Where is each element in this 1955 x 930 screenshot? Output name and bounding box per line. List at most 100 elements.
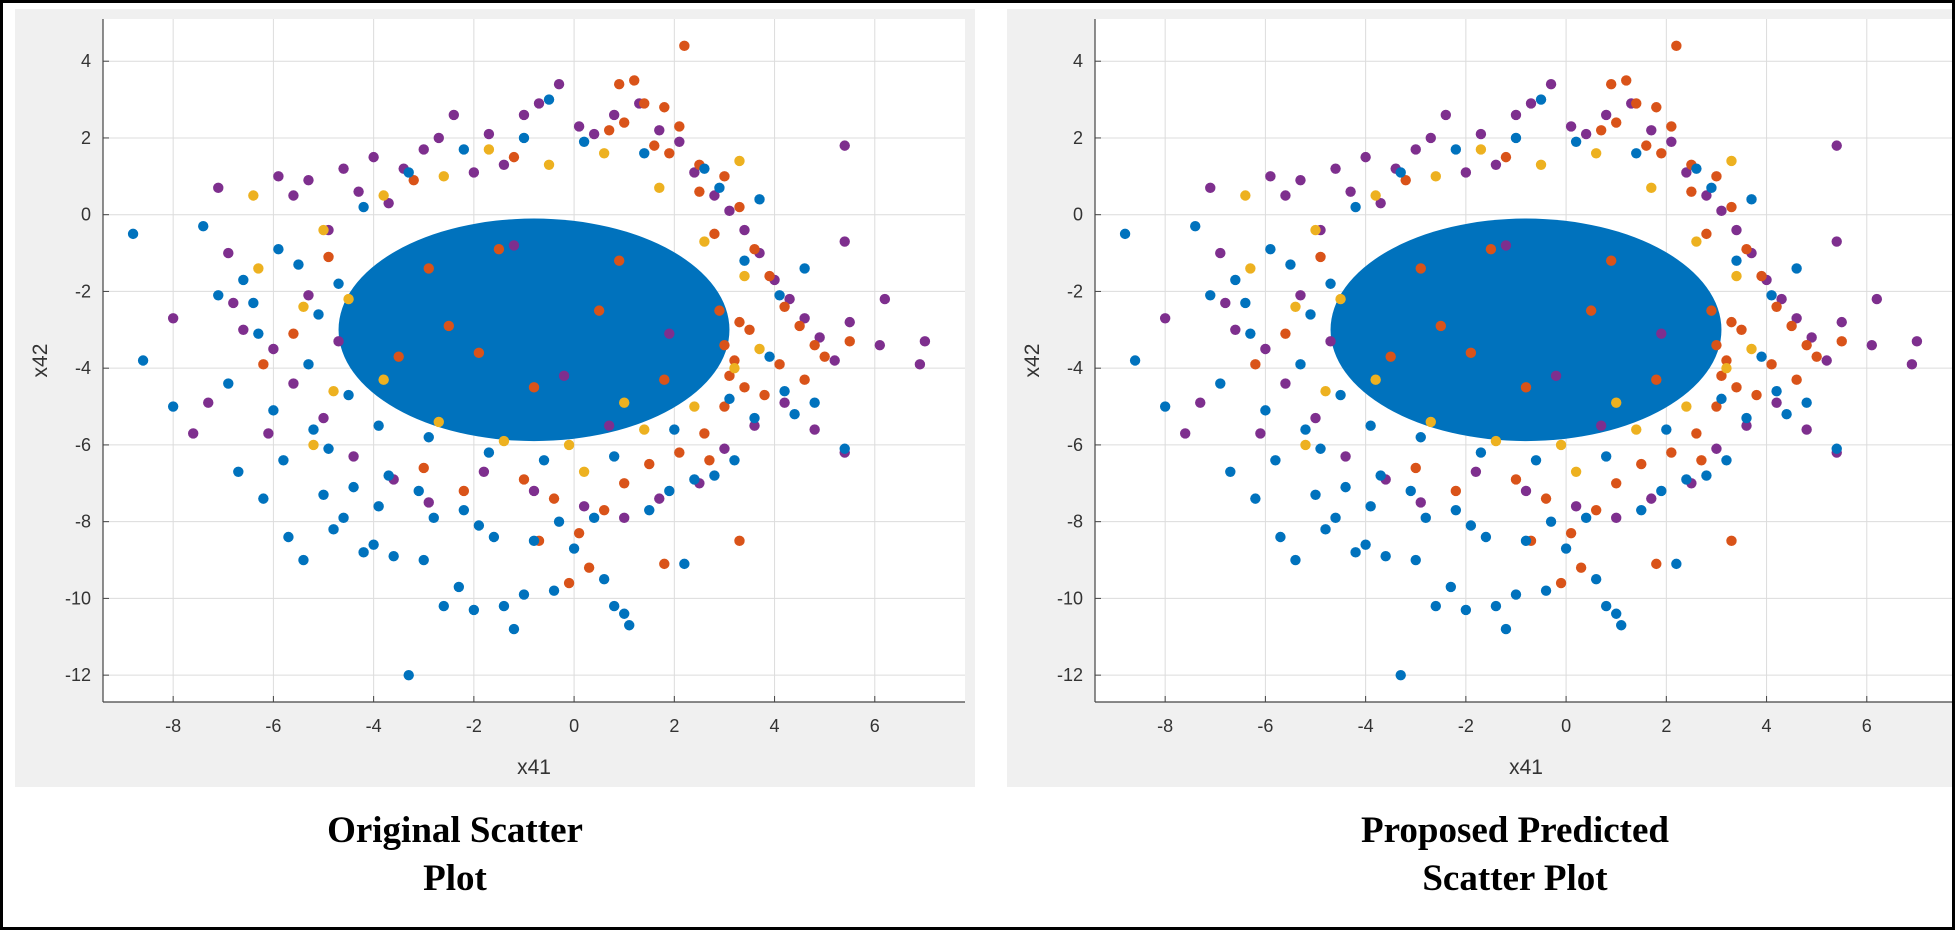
data-point-class-3 (1691, 236, 1702, 247)
data-point-class-2 (1691, 428, 1702, 439)
data-point-class-1 (624, 620, 635, 631)
data-point-class-1 (774, 290, 785, 301)
data-point-class-3 (433, 416, 444, 428)
data-point-class-1 (1315, 443, 1326, 454)
data-point-class-1 (508, 623, 520, 635)
data-point-class-1 (1415, 432, 1426, 443)
data-point-class-4 (1776, 293, 1787, 305)
data-point-class-3 (619, 397, 630, 408)
data-point-class-4 (1220, 297, 1231, 309)
data-point-class-1 (1661, 424, 1672, 435)
data-point-class-2 (613, 79, 625, 90)
data-point-class-4 (1656, 328, 1667, 339)
data-point-class-4 (213, 182, 224, 194)
data-point-class-1 (679, 558, 690, 570)
data-point-class-3 (1290, 301, 1301, 312)
data-point-class-4 (1646, 125, 1657, 136)
data-point-class-1 (1325, 278, 1336, 289)
data-point-class-2 (1651, 558, 1662, 570)
data-point-class-3 (598, 148, 610, 159)
data-point-class-2 (734, 535, 745, 547)
data-point-class-4 (223, 247, 234, 259)
data-point-class-4 (814, 332, 825, 343)
data-point-class-4 (1866, 339, 1878, 351)
data-point-class-1 (639, 148, 650, 159)
data-point-class-1 (223, 378, 234, 389)
data-point-class-4 (167, 313, 179, 324)
data-point-class-3 (1475, 144, 1487, 155)
y-tick-label: -6 (75, 435, 91, 455)
data-point-class-4 (1295, 174, 1306, 186)
data-point-class-1 (1631, 148, 1642, 159)
data-point-class-2 (819, 351, 830, 362)
data-point-class-1 (323, 443, 334, 454)
data-point-class-3 (438, 171, 449, 182)
data-point-class-2 (1450, 485, 1462, 497)
data-point-class-2 (408, 174, 419, 186)
data-point-class-4 (1215, 247, 1226, 259)
data-point-class-2 (699, 428, 710, 439)
data-point-class-2 (694, 186, 705, 197)
data-point-class-1 (438, 600, 449, 612)
data-point-class-4 (1611, 512, 1622, 524)
data-point-class-1 (1465, 520, 1477, 531)
data-point-class-1 (348, 481, 359, 493)
data-point-class-4 (1545, 79, 1557, 90)
data-point-class-1 (1600, 600, 1612, 612)
data-point-class-3 (1425, 416, 1436, 428)
data-point-class-4 (674, 136, 685, 147)
data-point-class-2 (1540, 493, 1552, 504)
data-point-class-4 (1280, 190, 1291, 201)
data-point-class-2 (1711, 171, 1722, 182)
data-point-class-1 (1410, 554, 1421, 566)
data-point-class-2 (1671, 40, 1682, 52)
data-point-class-3 (318, 224, 329, 236)
data-point-class-1 (298, 554, 309, 566)
data-point-class-4 (228, 297, 239, 309)
data-point-class-2 (619, 478, 630, 489)
data-point-class-3 (1611, 397, 1622, 408)
data-point-class-4 (1230, 324, 1241, 336)
data-point-class-2 (508, 151, 520, 163)
data-point-class-4 (1295, 290, 1306, 301)
y-tick-label: 2 (1073, 128, 1083, 148)
data-point-class-4 (238, 324, 249, 336)
data-point-class-4 (839, 140, 850, 151)
data-point-class-3 (248, 190, 259, 201)
data-point-class-4 (1475, 128, 1487, 140)
x-axis-label: x41 (1509, 756, 1543, 779)
data-point-class-4 (448, 109, 460, 121)
data-point-class-2 (1585, 305, 1597, 316)
data-point-class-4 (1410, 144, 1421, 155)
data-point-class-4 (1460, 167, 1472, 178)
data-point-class-4 (1550, 370, 1562, 382)
data-point-class-4 (654, 493, 665, 504)
data-point-class-3 (1726, 155, 1737, 167)
data-point-class-3 (1555, 439, 1567, 451)
caption-line: Proposed Predicted (1361, 810, 1669, 851)
data-point-class-4 (844, 316, 855, 328)
data-point-class-3 (1731, 270, 1742, 282)
data-point-class-2 (659, 374, 670, 385)
data-point-class-2 (1621, 75, 1632, 86)
data-point-class-4 (338, 163, 349, 174)
data-point-class-4 (1806, 332, 1817, 343)
data-point-class-4 (1801, 424, 1812, 435)
data-point-class-4 (1159, 313, 1171, 324)
data-point-class-4 (1831, 236, 1842, 247)
data-point-class-2 (603, 125, 615, 136)
data-point-class-4 (588, 128, 600, 140)
data-point-class-3 (378, 190, 389, 201)
data-point-class-4 (423, 497, 434, 508)
data-point-class-4 (578, 501, 590, 512)
data-point-class-1 (403, 669, 414, 681)
data-point-class-4 (1470, 466, 1482, 477)
data-point-class-2 (443, 320, 455, 332)
dense-cluster-core (1330, 218, 1722, 442)
data-point-class-4 (709, 190, 720, 201)
data-point-class-2 (644, 458, 655, 470)
data-point-class-1 (1611, 608, 1622, 619)
data-point-class-1 (1681, 474, 1692, 485)
data-point-class-2 (1631, 98, 1642, 109)
data-point-class-2 (423, 263, 434, 274)
